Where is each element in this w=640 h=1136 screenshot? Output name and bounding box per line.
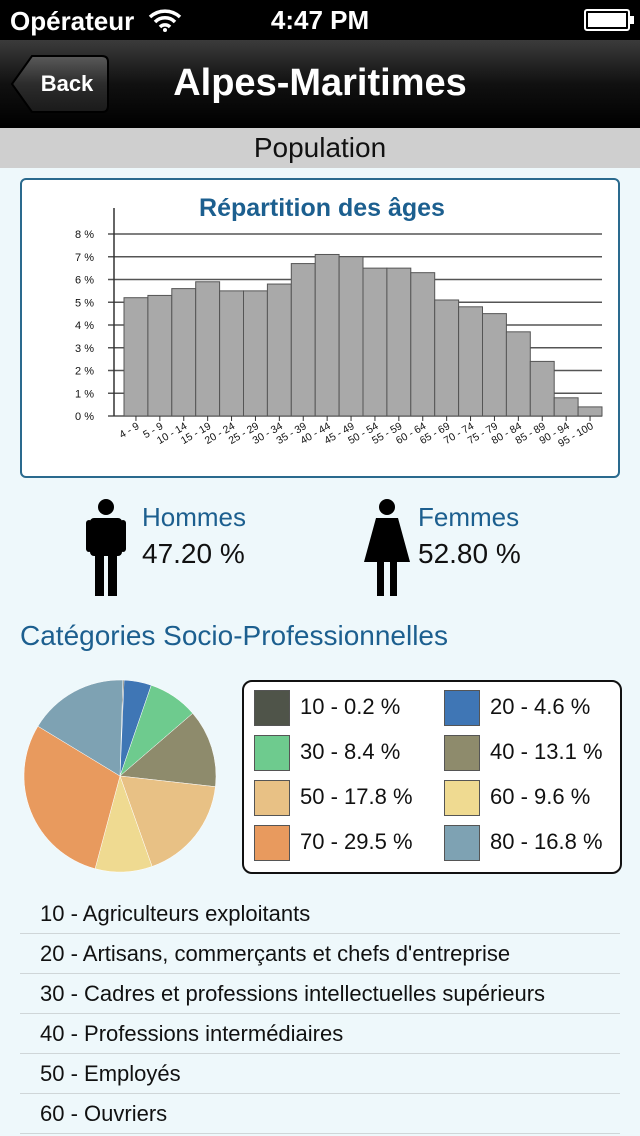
age-distribution-chart: Répartition des âges 0 % 1 % 2 % 3 % 4 % 5 % 6…: [20, 178, 620, 478]
age-bar: [171, 288, 197, 417]
men-label: Hommes: [142, 502, 247, 532]
list-item: 20 - Artisans, commerçants et chefs d'en…: [20, 934, 620, 974]
y-tick-label: 7 %: [75, 252, 94, 264]
age-bar: [147, 294, 173, 417]
legend-label: 40 - 13.1 %: [490, 739, 603, 764]
carrier-label: Opérateur: [10, 6, 135, 36]
men-percentage: 47.20 %: [142, 538, 245, 569]
age-bar: [458, 306, 484, 417]
back-button-shape: [10, 55, 109, 113]
csp-section-title: Catégories Socio-Professionnelles: [20, 620, 448, 651]
section-header: Population: [0, 128, 640, 168]
legend-swatch: [254, 690, 290, 726]
age-bar: [195, 281, 221, 417]
content-scroll[interactable]: Répartition des âges 0 % 1 % 2 % 3 % 4 % 5 % 6…: [0, 168, 640, 1136]
age-bar: [123, 297, 149, 417]
legend-swatch: [254, 735, 290, 771]
wifi-icon: [148, 8, 182, 37]
y-tick-label: 1 %: [75, 388, 94, 400]
y-tick-label: 2 %: [75, 366, 94, 378]
legend-label: 60 - 9.6 %: [490, 784, 591, 809]
legend-item-80: 80 - 16.8 %: [444, 825, 624, 863]
man-icon: [86, 498, 126, 601]
legend-swatch: [444, 690, 480, 726]
clock: 4:47 PM: [270, 5, 370, 35]
woman-icon: [362, 498, 412, 601]
pie-slice-50: [119, 775, 216, 867]
y-tick-label: 3 %: [75, 343, 94, 355]
csp-legend: 10 - 0.2 % 20 - 4.6 % 30 - 8.4 % 40 - 13.1 …: [242, 680, 622, 874]
back-button-label: Back: [40, 71, 94, 96]
pie-slice-40: [119, 712, 217, 787]
age-bar: [290, 263, 316, 417]
list-item: 50 - Employés: [20, 1054, 620, 1094]
legend-label: 80 - 16.8 %: [490, 829, 603, 854]
legend-label: 30 - 8.4 %: [300, 739, 401, 764]
y-tick-label: 6 %: [75, 275, 94, 287]
legend-swatch: [444, 780, 480, 816]
legend-item-70: 70 - 29.5 %: [254, 825, 434, 863]
pie-slice-80: [37, 679, 124, 777]
legend-label: 70 - 29.5 %: [300, 829, 413, 854]
legend-label: 50 - 17.8 %: [300, 784, 413, 809]
y-tick-label: 0 %: [75, 411, 94, 423]
men-stat: Hommes 47.20 %: [86, 498, 286, 598]
women-stat: Femmes 52.80 %: [362, 498, 582, 598]
legend-swatch: [254, 780, 290, 816]
list-item: 40 - Professions intermédiaires: [20, 1014, 620, 1054]
navigation-bar: Back Alpes-Maritimes: [0, 40, 640, 128]
legend-swatch: [444, 735, 480, 771]
age-bar: [410, 272, 436, 417]
age-bar: [219, 290, 245, 417]
age-bar: [266, 283, 292, 417]
age-bar: [482, 313, 507, 417]
age-bar: [434, 299, 460, 417]
legend-item-40: 40 - 13.1 %: [444, 735, 624, 773]
legend-swatch: [444, 825, 480, 861]
age-bar: [386, 267, 412, 417]
age-bar: [553, 397, 579, 417]
legend-item-60: 60 - 9.6 %: [444, 780, 624, 818]
status-bar: Opérateur 4:47 PM: [0, 0, 640, 40]
women-label: Femmes: [418, 502, 520, 532]
battery-icon: [584, 9, 634, 31]
legend-swatch: [254, 825, 290, 861]
csp-pie-chart: [20, 676, 220, 876]
x-tick-label: 4 - 9: [117, 420, 141, 441]
legend-label: 20 - 4.6 %: [490, 694, 591, 719]
chart-title: Répartition des âges: [199, 194, 445, 222]
age-bar: [577, 406, 603, 417]
pie-slice-70: [23, 725, 121, 870]
women-percentage: 52.80 %: [418, 538, 521, 569]
legend-item-10: 10 - 0.2 %: [254, 690, 434, 728]
y-tick-label: 8 %: [75, 229, 94, 241]
age-bar: [529, 360, 555, 417]
list-item: 30 - Cadres et professions intellectuell…: [20, 974, 620, 1014]
age-bar: [314, 253, 340, 417]
legend-item-20: 20 - 4.6 %: [444, 690, 624, 728]
csp-description-list: 10 - Agriculteurs exploitants 20 - Artisa…: [20, 894, 620, 1134]
age-bar: [338, 256, 364, 417]
y-tick-label: 5 %: [75, 297, 94, 309]
page-title: Alpes-Maritimes: [173, 62, 467, 104]
list-item: 60 - Ouvriers: [20, 1094, 620, 1134]
legend-item-50: 50 - 17.8 %: [254, 780, 434, 818]
list-item: 10 - Agriculteurs exploitants: [20, 894, 620, 934]
legend-item-30: 30 - 8.4 %: [254, 735, 434, 773]
back-button[interactable]: Back: [10, 54, 110, 114]
age-bar: [362, 267, 388, 417]
y-tick-label: 4 %: [75, 320, 94, 332]
age-bar: [243, 290, 268, 417]
age-bar: [505, 331, 531, 417]
legend-label: 10 - 0.2 %: [300, 694, 401, 719]
